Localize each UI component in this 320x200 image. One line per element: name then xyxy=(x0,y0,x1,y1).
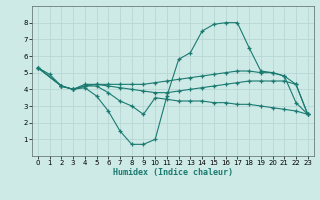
X-axis label: Humidex (Indice chaleur): Humidex (Indice chaleur) xyxy=(113,168,233,177)
